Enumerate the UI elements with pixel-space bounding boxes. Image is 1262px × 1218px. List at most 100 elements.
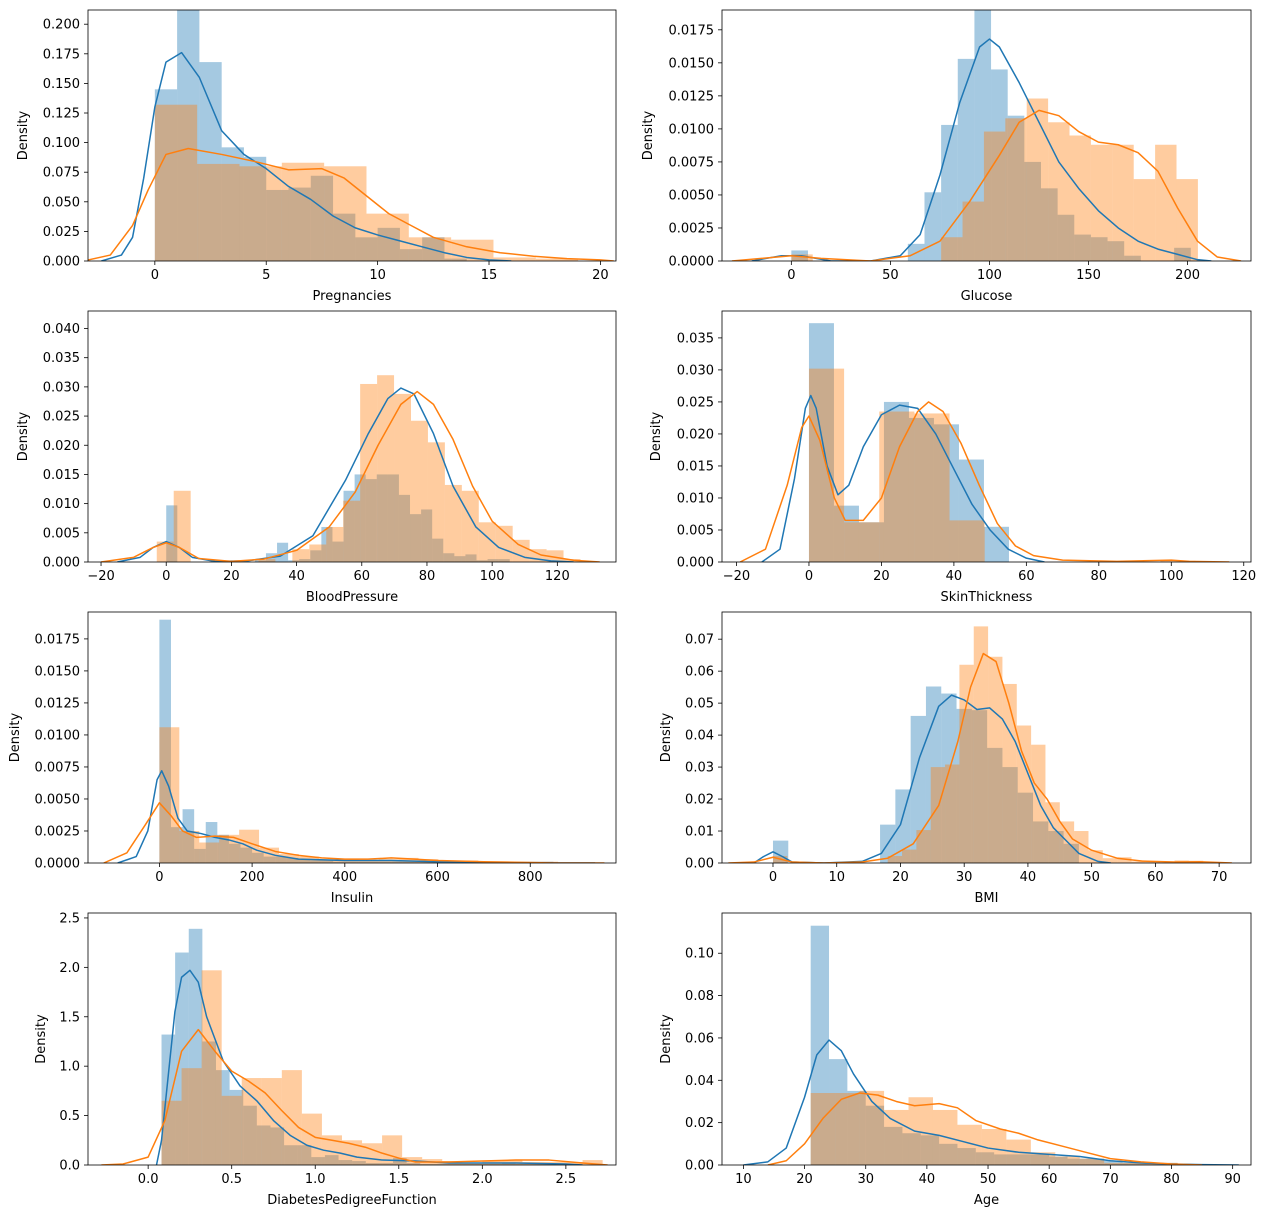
bar-orange	[221, 1095, 242, 1165]
bar-orange	[949, 520, 985, 562]
bar-orange	[835, 1093, 860, 1165]
bar-blue	[975, 1152, 995, 1165]
y-tick-label: 0.0175	[669, 23, 715, 38]
bar-blue	[243, 1105, 257, 1165]
axes-frame	[87, 310, 617, 563]
y-tick-label: 0.0150	[669, 56, 715, 71]
plot-area	[739, 323, 1230, 562]
y-tick-label: 0.000	[43, 255, 80, 270]
bar-blue	[406, 1163, 421, 1165]
x-tick-label: 120	[1231, 569, 1256, 584]
x-tick-label: 20	[592, 268, 609, 283]
bar-orange	[1090, 144, 1113, 261]
y-tick-label: 0.03	[685, 761, 714, 776]
x-tick-label: 60	[1018, 569, 1035, 584]
bar-blue	[297, 1145, 312, 1165]
bar-orange	[292, 549, 310, 562]
y-tick-label: 0.0050	[35, 792, 81, 807]
x-tick-label: 15	[481, 268, 498, 283]
bar-blue	[240, 847, 253, 863]
bar-blue	[284, 1145, 298, 1165]
bar-orange	[358, 860, 379, 863]
bar-orange	[154, 104, 198, 261]
y-axis-label: Density	[659, 1014, 674, 1064]
subplot-insulin: 0 200 400 600 800 0.0000 0.0025 0.0050 0.0075 0.0…	[8, 611, 617, 906]
bar-blue	[299, 559, 311, 562]
bar-blue	[376, 474, 388, 562]
bar-blue	[310, 860, 322, 863]
x-tick-label: 400	[332, 870, 357, 885]
x-axis-label: Age	[974, 1193, 999, 1208]
x-tick-label: 60	[1041, 1172, 1058, 1187]
x-axis-label: Glucose	[961, 289, 1013, 304]
bar-orange	[1102, 858, 1118, 863]
y-tick-label: 0.100	[43, 136, 80, 151]
bar-blue	[175, 952, 189, 1165]
bar-blue	[958, 459, 984, 562]
bar-orange	[1026, 98, 1049, 261]
bar-blue	[987, 747, 1003, 863]
bar-blue	[310, 175, 334, 261]
y-tick-label: 1.5	[59, 1010, 80, 1025]
bar-blue	[356, 861, 368, 863]
bar-blue	[542, 1164, 557, 1165]
y-tick-label: 0.10	[685, 947, 714, 962]
y-tick-label: 2.0	[59, 961, 80, 976]
x-tick-label: 10	[828, 870, 845, 885]
bar-orange	[1045, 802, 1060, 863]
x-axis-label: Pregnancies	[313, 289, 392, 304]
bar-blue	[243, 156, 267, 261]
plot-area	[100, 375, 600, 562]
kde-line-orange	[101, 1028, 608, 1165]
bar-blue	[991, 69, 1008, 261]
x-tick-label: 100	[480, 569, 505, 584]
y-axis-label: Density	[649, 411, 664, 461]
axes-frame	[721, 611, 1252, 864]
bar-blue	[414, 861, 426, 863]
bar-blue	[865, 1105, 885, 1165]
bar-blue	[286, 857, 299, 863]
bar-blue	[895, 789, 911, 863]
bar-orange	[973, 626, 989, 863]
bar-blue	[354, 474, 366, 562]
bar-orange	[377, 375, 395, 562]
kde-line-orange	[731, 109, 1242, 261]
bar-orange	[321, 1135, 342, 1165]
y-tick-label: 0.0075	[35, 760, 81, 775]
axes-frame	[87, 9, 617, 262]
x-tick-label: 30	[857, 1172, 874, 1187]
bar-blue	[202, 1041, 216, 1165]
bar-blue	[487, 559, 499, 562]
x-tick-label: 600	[425, 870, 450, 885]
bar-blue	[154, 89, 178, 261]
x-tick-label: 150	[1076, 268, 1101, 283]
bar-orange	[562, 1162, 583, 1165]
bar-orange	[983, 131, 1006, 261]
subplot-pregnancies: 0 5 10 15 20 0.000 0.025 0.050 0.075 0.100 0.125 0.…	[16, 9, 617, 304]
x-tick-label: 50	[882, 268, 899, 283]
bar-orange	[1031, 744, 1046, 863]
x-tick-label: 50	[980, 1172, 997, 1187]
bar-blue	[1122, 1162, 1141, 1165]
y-tick-label: 0.0075	[669, 155, 715, 170]
y-axis-label: Density	[16, 110, 31, 160]
y-tick-label: 0.025	[43, 410, 80, 425]
bar-orange	[161, 1100, 182, 1165]
bar-orange	[1069, 135, 1091, 261]
axes-frame	[721, 912, 1252, 1166]
x-tick-label: 800	[518, 870, 543, 885]
x-tick-label: 70	[1211, 870, 1228, 885]
bar-blue	[263, 856, 276, 863]
bar-blue	[252, 852, 264, 863]
bar-blue	[474, 1164, 489, 1165]
y-tick-label: 0.030	[677, 363, 714, 378]
bar-blue	[159, 619, 171, 863]
bar-blue	[994, 1154, 1013, 1165]
axes-frame	[87, 611, 617, 864]
y-tick-label: 0.00	[685, 857, 714, 872]
bar-blue	[379, 861, 392, 863]
bar-orange	[341, 1140, 363, 1165]
bar-orange	[962, 201, 984, 261]
bar-orange	[239, 166, 282, 261]
y-tick-label: 0.150	[43, 77, 80, 92]
